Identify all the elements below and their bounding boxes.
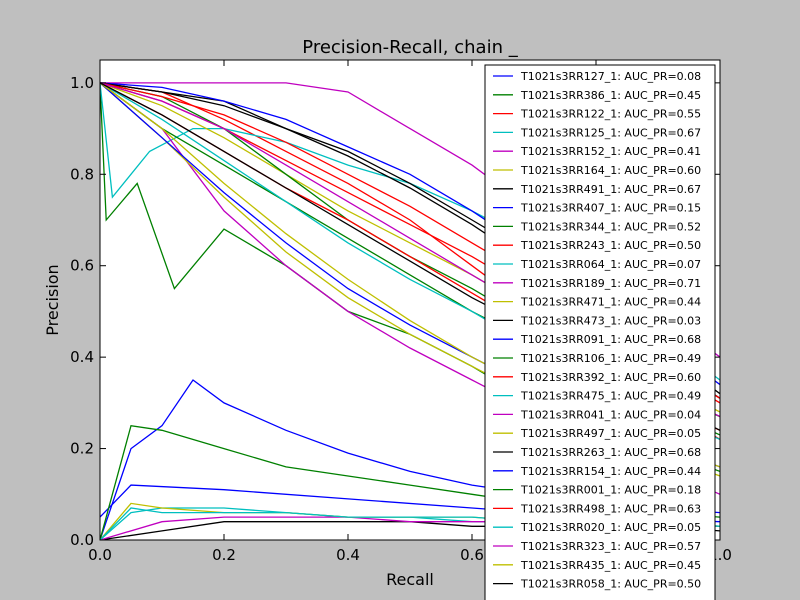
legend-label-24: T1021s3RR020_1: AUC_PR=0.05 — [520, 521, 701, 534]
x-tick-label: 0.6 — [460, 546, 484, 564]
y-tick-label: 0.0 — [70, 531, 94, 549]
legend-label-1: T1021s3RR386_1: AUC_PR=0.45 — [520, 89, 701, 102]
legend-label-15: T1021s3RR106_1: AUC_PR=0.49 — [520, 352, 701, 365]
y-tick-label: 0.4 — [70, 348, 94, 366]
legend-label-21: T1021s3RR154_1: AUC_PR=0.44 — [520, 465, 701, 478]
chart-title: Precision-Recall, chain _ — [302, 37, 518, 58]
legend-label-19: T1021s3RR497_1: AUC_PR=0.05 — [520, 427, 701, 440]
legend-label-16: T1021s3RR392_1: AUC_PR=0.60 — [520, 371, 701, 384]
legend-label-18: T1021s3RR041_1: AUC_PR=0.04 — [520, 408, 701, 421]
legend-label-11: T1021s3RR189_1: AUC_PR=0.71 — [520, 277, 701, 290]
y-axis-label: Precision — [43, 264, 62, 335]
legend-label-14: T1021s3RR091_1: AUC_PR=0.68 — [520, 333, 701, 346]
axis-ticks: 0.00.20.40.60.81.00.00.20.40.60.81.0 — [70, 60, 732, 564]
y-tick-label: 0.8 — [70, 165, 94, 183]
legend-label-23: T1021s3RR498_1: AUC_PR=0.63 — [520, 502, 701, 515]
legend-label-5: T1021s3RR164_1: AUC_PR=0.60 — [520, 164, 701, 177]
legend-label-6: T1021s3RR491_1: AUC_PR=0.67 — [520, 183, 701, 196]
legend-label-12: T1021s3RR471_1: AUC_PR=0.44 — [520, 296, 701, 309]
y-tick-label: 0.2 — [70, 440, 94, 458]
legend-label-22: T1021s3RR001_1: AUC_PR=0.18 — [520, 484, 701, 497]
x-tick-label: 0.0 — [88, 546, 112, 564]
legend-label-7: T1021s3RR407_1: AUC_PR=0.15 — [520, 202, 701, 215]
x-tick-label: 0.2 — [212, 546, 236, 564]
legend-label-3: T1021s3RR125_1: AUC_PR=0.67 — [520, 126, 701, 139]
legend-label-8: T1021s3RR344_1: AUC_PR=0.52 — [520, 220, 701, 233]
legend-label-26: T1021s3RR435_1: AUC_PR=0.45 — [520, 559, 701, 572]
legend-label-17: T1021s3RR475_1: AUC_PR=0.49 — [520, 390, 701, 403]
legend-box — [484, 64, 716, 600]
legend-label-9: T1021s3RR243_1: AUC_PR=0.50 — [520, 239, 701, 252]
legend-label-2: T1021s3RR122_1: AUC_PR=0.55 — [520, 108, 701, 121]
x-tick-label: 0.4 — [336, 546, 360, 564]
legend-label-0: T1021s3RR127_1: AUC_PR=0.08 — [520, 70, 701, 83]
y-tick-label: 1.0 — [70, 74, 94, 92]
legend-label-4: T1021s3RR152_1: AUC_PR=0.41 — [520, 145, 701, 158]
legend-label-27: T1021s3RR058_1: AUC_PR=0.50 — [520, 578, 701, 591]
legend-label-25: T1021s3RR323_1: AUC_PR=0.57 — [520, 540, 701, 553]
plot-frame — [99, 59, 721, 541]
legend-label-10: T1021s3RR064_1: AUC_PR=0.07 — [520, 258, 701, 271]
x-axis-label: Recall — [386, 570, 434, 589]
legend-label-20: T1021s3RR263_1: AUC_PR=0.68 — [520, 446, 701, 459]
legend-label-13: T1021s3RR473_1: AUC_PR=0.03 — [520, 314, 701, 327]
legend: T1021s3RR127_1: AUC_PR=0.08 T1021s3RR386_… — [484, 64, 716, 600]
y-tick-label: 0.6 — [70, 257, 94, 275]
